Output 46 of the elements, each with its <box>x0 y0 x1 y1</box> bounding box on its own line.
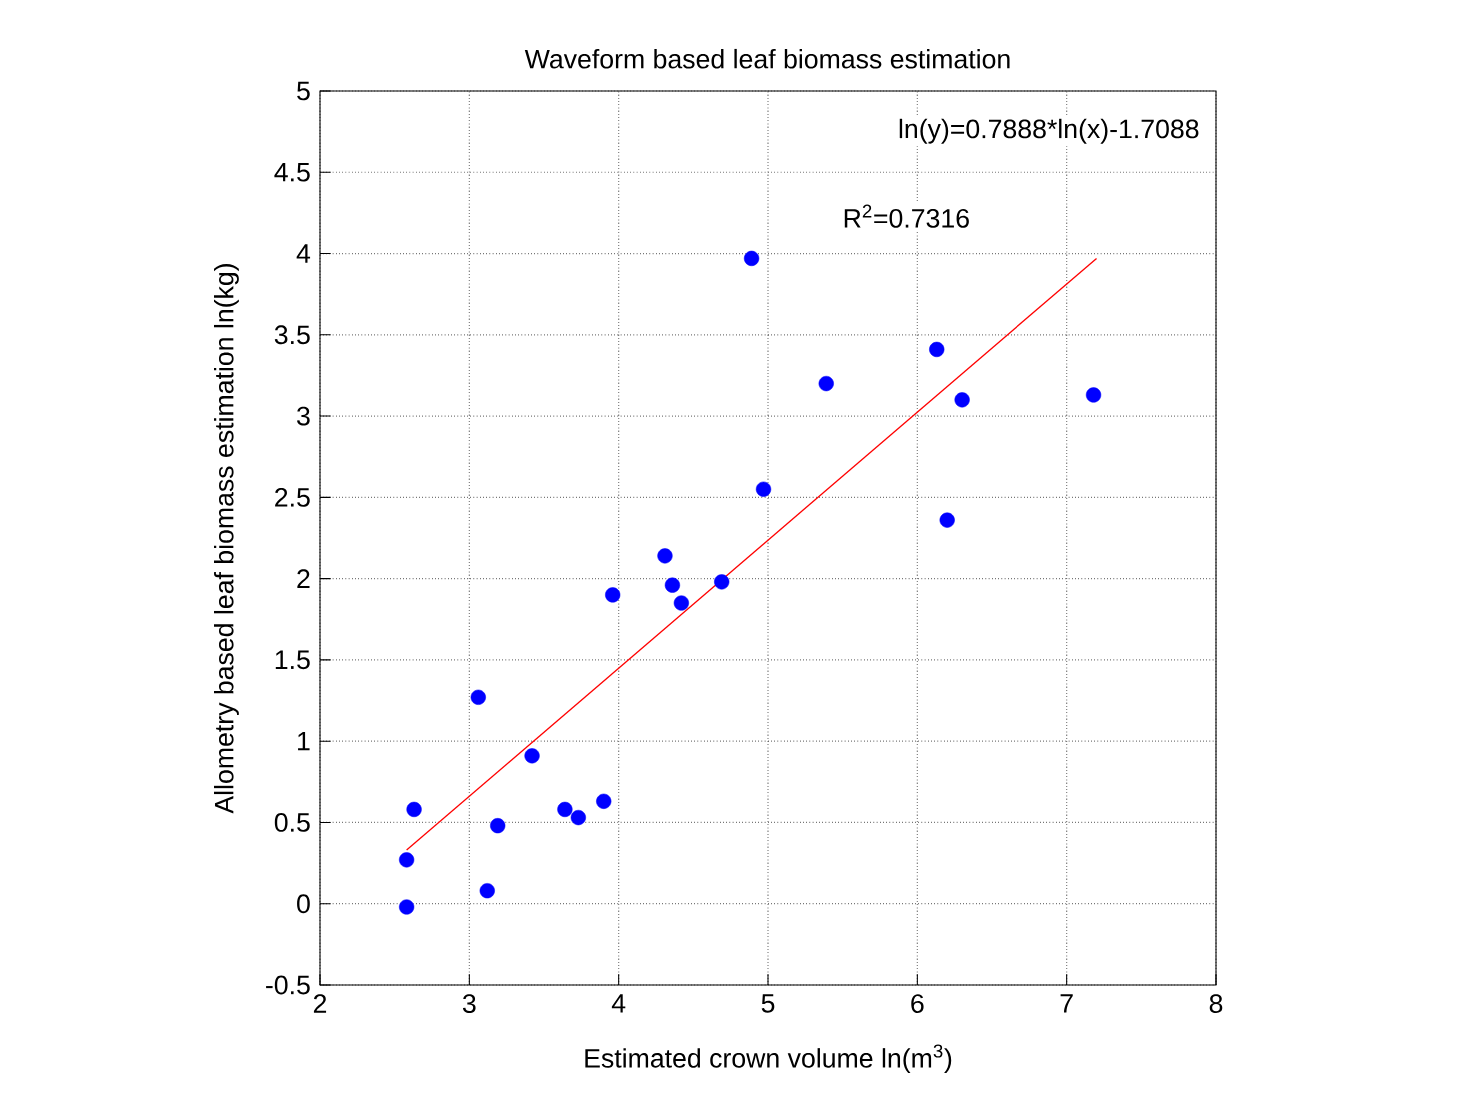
point <box>743 250 760 267</box>
point <box>596 793 612 809</box>
point <box>605 587 621 603</box>
y-tick-label: 2.5 <box>275 487 310 507</box>
y-tick-label: 1 <box>298 732 310 751</box>
point <box>399 852 415 868</box>
y-tick-label: 0 <box>297 894 310 914</box>
point <box>479 883 495 899</box>
x-axis-title: Estimated crown volume ln(m$^{3}$) <box>585 1044 952 1073</box>
x-tick-label: 3 <box>462 994 476 1014</box>
y-tick-label: 3.5 <box>274 325 310 345</box>
y-tick-label: 1.5 <box>275 650 310 670</box>
y-tick-label: 4.5 <box>274 162 310 182</box>
point <box>557 801 573 818</box>
point <box>470 689 486 705</box>
point <box>490 818 506 834</box>
y-tick-label: 4 <box>296 244 311 263</box>
point <box>939 512 955 528</box>
y-tick-label: 0.5 <box>274 813 310 832</box>
point <box>1085 387 1102 403</box>
point <box>929 341 945 358</box>
point <box>818 375 834 392</box>
point <box>664 577 681 593</box>
x-tick-label: 6 <box>911 994 924 1014</box>
x-tick-label: 8 <box>1209 994 1223 1014</box>
y-tick-label: 3 <box>297 406 310 426</box>
x-tick-label: 5 <box>761 994 775 1013</box>
y-tick-label: 2 <box>297 569 310 588</box>
point <box>755 481 772 497</box>
point <box>673 595 689 611</box>
y-tick-label: -0.5 <box>266 975 310 995</box>
point <box>570 809 586 826</box>
x-tick-label: 2 <box>313 994 327 1013</box>
point <box>406 801 422 818</box>
x-tick-label: 4 <box>611 994 626 1013</box>
point <box>954 392 970 408</box>
chart-title: Waveform based leaf biomass estimation <box>524 48 1010 69</box>
annotation: R$^{2}$=0.7316 <box>844 204 969 228</box>
y-tick-label: 5 <box>297 81 310 101</box>
x-tick-label: 7 <box>1060 994 1073 1013</box>
point <box>524 748 540 764</box>
point <box>657 548 673 564</box>
point <box>714 574 730 590</box>
point <box>399 899 415 915</box>
annotation: ln(y)=0.7888*ln(x)-1.7088 <box>899 118 1199 144</box>
y-axis-title: Allometry based leaf biomass estimation ln(kg) <box>214 264 239 814</box>
